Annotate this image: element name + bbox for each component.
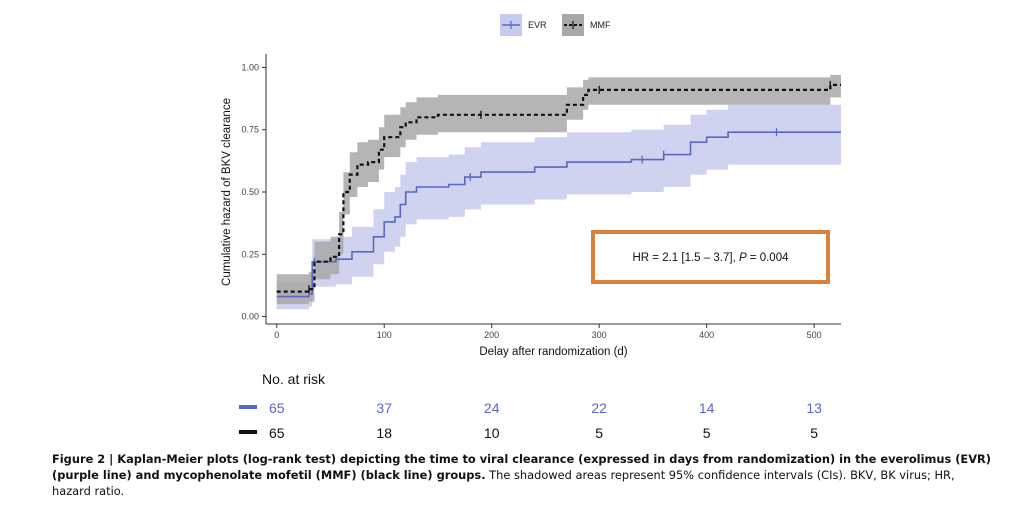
- x-tick-label: 100: [377, 330, 392, 340]
- confidence-band-mmf: [276, 74, 841, 305]
- hr-text: HR = 2.1 [1.5 – 3.7], P = 0.004: [633, 252, 790, 264]
- risk-value-mmf: 5: [810, 425, 818, 441]
- risk-table-title: No. at risk: [262, 371, 326, 387]
- km-chart: 0.00 0.25 0.50 0.75 1.00 0 100 200 300 400 500 Dela…: [221, 14, 841, 441]
- y-axis-title: Cumulative hazard of BKV clearance: [221, 98, 233, 286]
- x-tick-label: 200: [484, 330, 499, 340]
- y-tick-label: 0.50: [241, 187, 259, 197]
- risk-value-mmf: 5: [703, 425, 711, 441]
- risk-value-evr: 14: [699, 400, 715, 416]
- confidence-band-evr: [276, 104, 841, 310]
- x-tick-label: 400: [699, 330, 714, 340]
- series-line-mmf: [276, 83, 841, 293]
- confidence-bands: [276, 74, 841, 310]
- risk-value-mmf: 65: [269, 425, 285, 441]
- x-tick-label: 0: [274, 330, 279, 340]
- risk-value-evr: 22: [591, 400, 607, 416]
- axes: 0.00 0.25 0.50 0.75 1.00 0 100 200 300 400 500 Dela…: [221, 54, 841, 358]
- x-tick-label: 500: [807, 330, 822, 340]
- survival-curves: [276, 80, 841, 298]
- hazard-ratio-annotation: HR = 2.1 [1.5 – 3.7], P = 0.004: [591, 230, 830, 284]
- risk-value-evr: 24: [484, 400, 500, 416]
- legend-label-mmf: MMF: [590, 20, 611, 30]
- risk-value-mmf: 10: [484, 425, 500, 441]
- risk-value-mmf: 5: [595, 425, 603, 441]
- risk-value-evr: 65: [269, 400, 285, 416]
- x-axis-title: Delay after randomization (d): [479, 346, 627, 358]
- y-tick-label: 0.00: [241, 312, 259, 322]
- risk-row-key-mmf: [239, 430, 257, 434]
- hr-box-border: [591, 230, 830, 284]
- y-tick-label: 0.25: [241, 249, 259, 259]
- risk-table: No. at risk 65 37 24 22 14 13 65 18 10 5 5 5: [239, 371, 822, 441]
- figure-caption: Figure 2 | Kaplan-Meier plots (log-rank …: [52, 451, 992, 499]
- caption-bold-text: Figure 2 | Kaplan-Meier plots (log-rank …: [52, 452, 991, 482]
- y-tick-label: 1.00: [241, 62, 259, 72]
- caption-normal-text: The shadowed areas represent 95% confide…: [52, 468, 955, 498]
- risk-value-evr: 37: [376, 400, 392, 416]
- x-tick-label: 300: [592, 330, 607, 340]
- risk-value-evr: 13: [806, 400, 822, 416]
- legend-label-evr: EVR: [528, 20, 547, 30]
- risk-row-key-evr: [239, 405, 257, 409]
- y-tick-label: 0.75: [241, 125, 259, 135]
- legend: EVR MMF: [500, 14, 611, 36]
- risk-value-mmf: 18: [376, 425, 392, 441]
